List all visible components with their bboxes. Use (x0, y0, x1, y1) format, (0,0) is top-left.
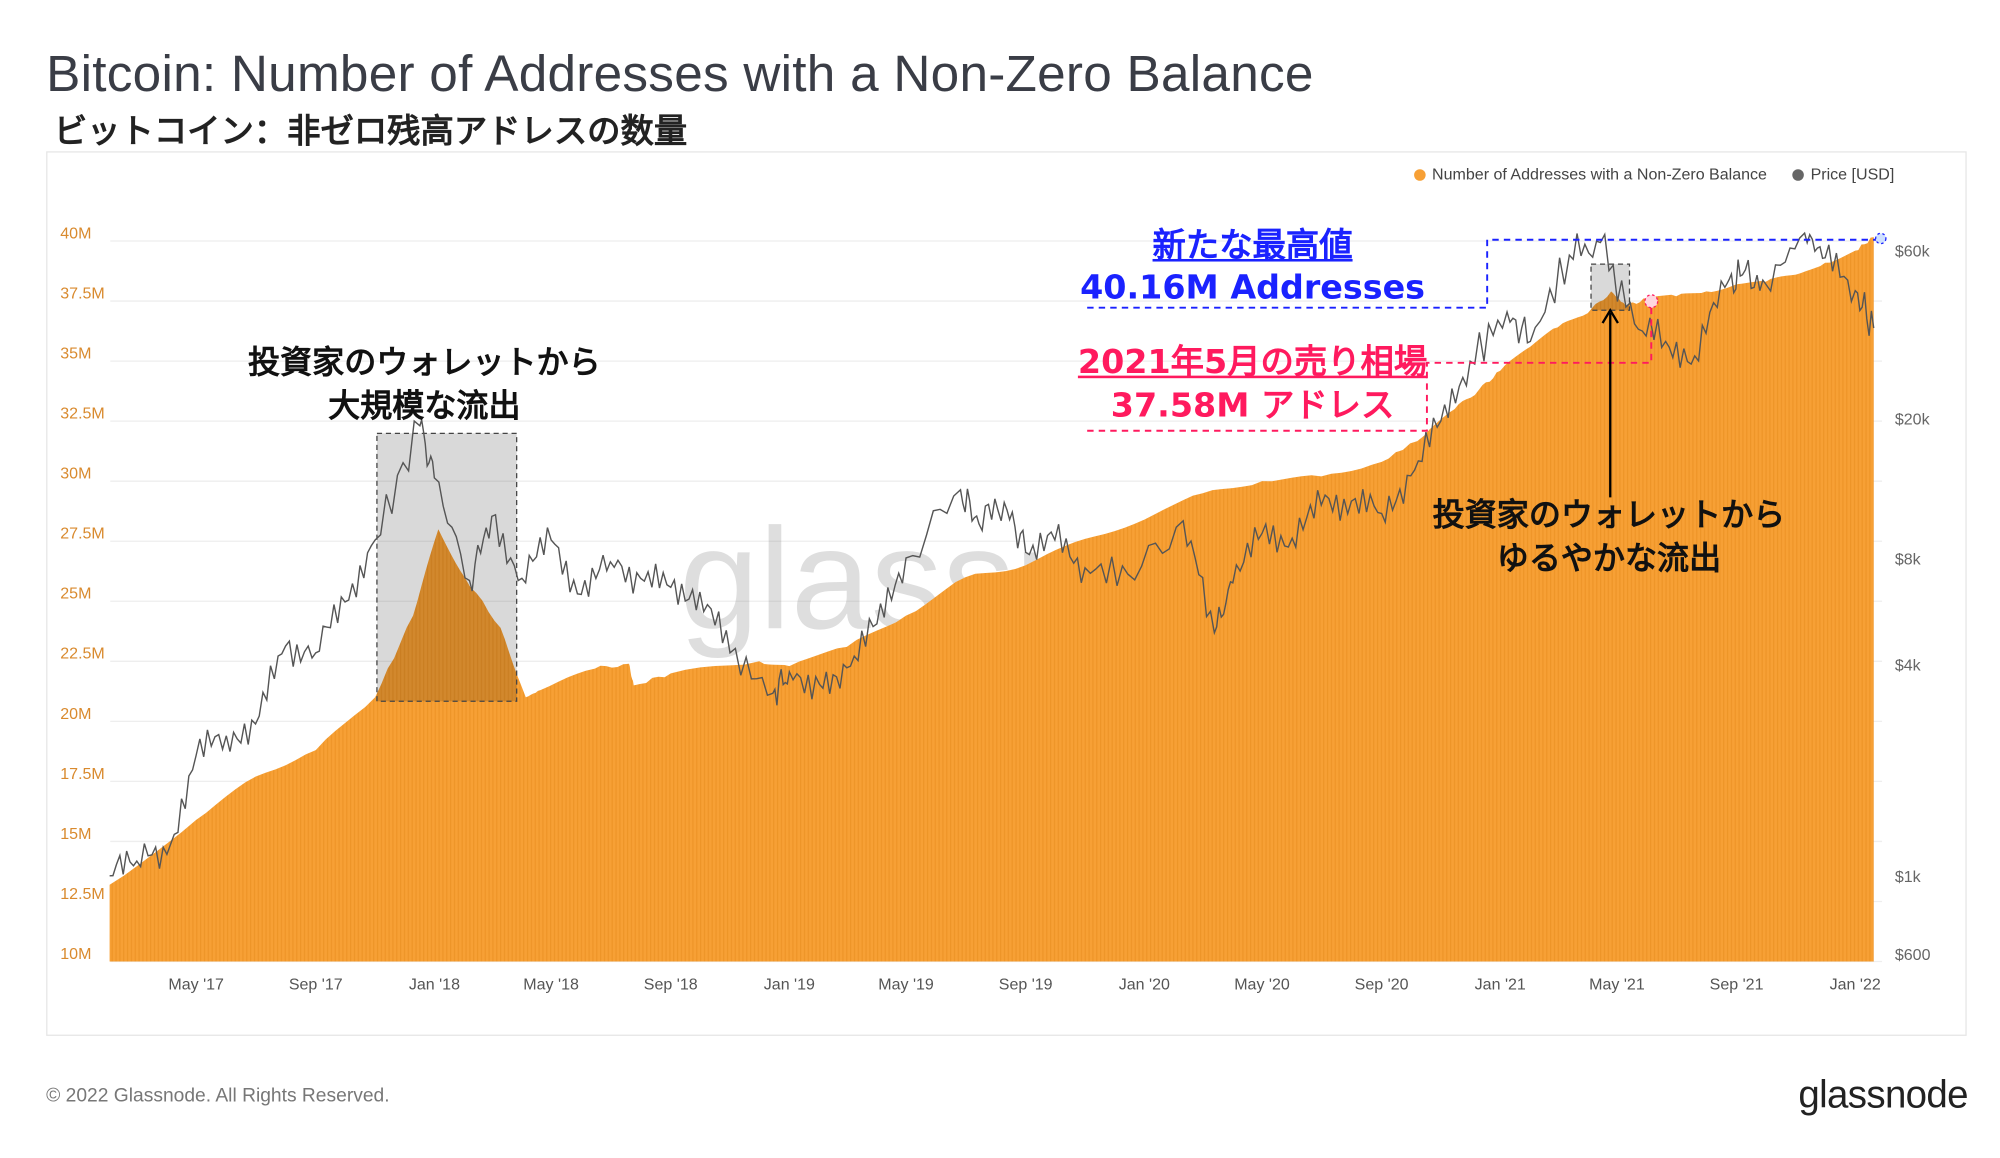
y2-tick-label: $600 (1895, 946, 1931, 964)
x-tick-label: May '18 (523, 976, 579, 994)
annotation-line: 大規模な流出 (328, 387, 521, 425)
may-sell-marker (1644, 294, 1659, 309)
x-tick-label: Jan '18 (409, 976, 460, 994)
y2-tick-label: $4k (1895, 656, 1922, 674)
y2-tick-label: $1k (1895, 868, 1922, 886)
x-tick-label: Jan '22 (1830, 976, 1881, 994)
orange-dot-icon (1414, 169, 1426, 182)
y-tick-label: 10M (60, 945, 91, 963)
gray-dot-icon (1792, 169, 1805, 182)
annotation-line: 2021年5月の売り相場 (1077, 343, 1428, 383)
x-tick-label: Sep '18 (644, 976, 698, 994)
y2-tick-label: $8k (1895, 550, 1922, 568)
y-tick-label: 22.5M (60, 645, 105, 663)
legend-label: Price [USD] (1810, 165, 1895, 184)
y2-tick-label: $20k (1895, 410, 1931, 428)
x-tick-label: Jan '20 (1119, 976, 1170, 994)
x-tick-label: May '19 (878, 976, 934, 994)
copyright: © 2022 Glassnode. All Rights Reserved. (46, 1084, 390, 1107)
price-line (109, 231, 1875, 877)
legend-label: Number of Addresses with a Non-Zero Bala… (1432, 165, 1767, 184)
annotation-line: 投資家のウォレットから (1432, 496, 1786, 534)
annotation-line: 37.58M アドレス (1110, 387, 1395, 426)
legend: Number of Addresses with a Non-Zero Bala… (1414, 165, 1894, 183)
annotation-line: 投資家のウォレットから (248, 343, 601, 381)
annotation-ath: 新たな最高値 40.16M Addresses (1060, 226, 1445, 311)
y-tick-label: 20M (60, 705, 91, 723)
legend-item-addresses[interactable]: Number of Addresses with a Non-Zero Bala… (1414, 165, 1767, 183)
x-tick-label: Sep '17 (289, 976, 343, 994)
annotation-line: ゆるやかな流出 (1496, 539, 1722, 577)
chart-frame (46, 151, 1967, 1036)
may-sell-dashed-guide (1087, 307, 1653, 432)
y-tick-label: 27.5M (60, 525, 105, 543)
x-tick-label: Sep '19 (999, 976, 1053, 994)
x-tick-label: Sep '20 (1355, 976, 1409, 994)
y-tick-label: 35M (60, 345, 91, 363)
x-tick-label: Jan '19 (764, 976, 815, 994)
annotation-line: 40.16M Addresses (1080, 269, 1426, 308)
annotation-large-outflow: 投資家のウォレットから 大規模な流出 (232, 341, 617, 428)
addresses-area (109, 237, 1874, 962)
y-tick-label: 40M (60, 224, 91, 242)
page-title: Bitcoin: Number of Addresses with a Non-… (46, 46, 1314, 103)
y-tick-label: 37.5M (60, 285, 105, 303)
page-subtitle: ビットコイン：非ゼロ残高アドレスの数量 (53, 112, 688, 152)
highlight-box-2018 (376, 432, 518, 702)
annotation-gradual-outflow: 投資家のウォレットから ゆるやかな流出 (1417, 494, 1802, 581)
x-tick-label: May '20 (1234, 976, 1290, 994)
y2-tick-label: $60k (1895, 242, 1931, 260)
ath-dashed-guide (1087, 238, 1883, 309)
x-tick-label: May '21 (1589, 976, 1645, 994)
glassnode-logo[interactable]: glassnode (1798, 1074, 1968, 1117)
x-tick-label: May '17 (168, 976, 224, 994)
y-tick-label: 25M (60, 585, 91, 603)
annotation-line: 新たな最高値 (1152, 226, 1353, 266)
x-tick-label: Jan '21 (1475, 976, 1526, 994)
y-tick-label: 17.5M (60, 765, 105, 783)
annotation-may-2021-sell: 2021年5月の売り相場 37.58M アドレス (1060, 341, 1445, 428)
arrow-up-icon (1601, 308, 1619, 324)
y-tick-label: 30M (60, 465, 91, 483)
ath-marker (1874, 232, 1887, 245)
x-tick-label: Sep '21 (1710, 976, 1764, 994)
highlight-box-2021 (1590, 263, 1631, 311)
legend-item-price[interactable]: Price [USD] (1792, 165, 1895, 184)
y-tick-label: 15M (60, 825, 91, 843)
y-tick-label: 12.5M (60, 885, 105, 903)
y-tick-label: 32.5M (60, 405, 105, 423)
